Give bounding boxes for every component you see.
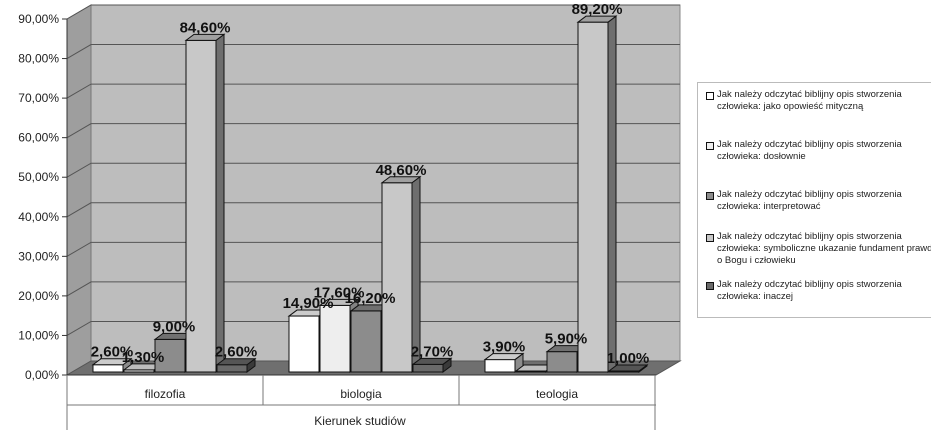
data-label: 1,30% [122, 349, 165, 366]
category-label: biologia [340, 387, 382, 401]
legend-swatch [706, 142, 714, 150]
legend-item: Jak należy odczytać biblijny opis stworz… [706, 139, 931, 163]
legend-swatch [706, 192, 714, 200]
bar-front [92, 364, 124, 373]
bar [576, 15, 618, 373]
x-axis-title: Kierunek studiów [314, 414, 406, 428]
x-axis: filozofia biologia teologia [66, 374, 656, 430]
gridline [66, 281, 680, 297]
legend-item: Jak należy odczytać biblijny opis stworz… [706, 189, 931, 213]
data-label: 2,70% [411, 343, 454, 360]
bar-front [319, 304, 351, 373]
legend-label: Jak należy odczytać biblijny opis stworz… [717, 279, 902, 302]
data-label: 89,20% [572, 1, 623, 18]
bar-top [576, 15, 618, 23]
gridline [66, 123, 680, 139]
data-label: 16,20% [345, 290, 396, 307]
bar-front [546, 351, 578, 373]
gridlines [66, 4, 680, 336]
legend-swatch [706, 92, 714, 100]
bar-front [350, 310, 382, 373]
bar [607, 364, 649, 373]
bar [380, 175, 422, 373]
y-tick-label: 20,00% [18, 289, 59, 303]
bar [91, 357, 133, 373]
y-tick-label: 70,00% [18, 91, 59, 105]
bar-front [381, 182, 413, 373]
data-label: 3,90% [483, 339, 526, 356]
bar [215, 357, 257, 373]
y-tick-label: 30,00% [18, 249, 59, 263]
bar-front [185, 39, 217, 373]
bar-side [607, 15, 617, 373]
legend-label: Jak należy odczytać biblijny opis stworz… [717, 89, 902, 112]
bar-top [380, 176, 422, 184]
bar-top [184, 33, 226, 41]
y-tick-label: 50,00% [18, 170, 59, 184]
bar-top [607, 364, 649, 372]
y-tick-label: 40,00% [18, 210, 59, 224]
legend: Jak należy odczytać biblijny opis stworz… [697, 82, 931, 318]
gridline [66, 320, 680, 336]
legend-swatch [706, 234, 714, 242]
data-labels: 2,60%1,30%9,00%84,60%2,60%14,90%17,60%16… [91, 1, 650, 367]
y-tick-label: 0,00% [25, 368, 59, 382]
bar-front [577, 21, 609, 373]
side-wall [66, 4, 92, 376]
legend-label: Jak należy odczytać biblijny opis stworz… [717, 231, 931, 266]
data-label: 9,00% [153, 318, 196, 335]
bar-front [484, 359, 516, 373]
bar-front [412, 363, 444, 373]
bar-front [216, 364, 248, 373]
legend-item: Jak należy odczytać biblijny opis stworz… [706, 231, 931, 267]
gridline [66, 202, 680, 218]
gridline [66, 162, 680, 178]
gridline [66, 4, 680, 20]
bar [411, 357, 453, 373]
bars [91, 15, 649, 373]
bar-top [91, 358, 133, 366]
legend-item: Jak należy odczytać biblijny opis stworz… [706, 89, 931, 113]
bar-top [318, 298, 360, 306]
bar-top [483, 353, 525, 361]
y-tick-label: 90,00% [18, 12, 59, 26]
data-label: 2,60% [215, 344, 258, 361]
data-label: 48,60% [376, 162, 427, 179]
data-label: 84,60% [180, 19, 231, 36]
data-label: 1,00% [607, 350, 650, 367]
gridline [66, 83, 680, 99]
legend-swatch [706, 282, 714, 290]
bar-side [215, 33, 225, 373]
y-tick-label: 10,00% [18, 328, 59, 342]
gridline [66, 44, 680, 59]
data-label: 5,90% [545, 331, 588, 348]
y-axis-ticks: 0,00% 10,00% 20,00% 30,00% 40,00% 50,00% 60,00… [18, 12, 68, 382]
y-tick-label: 80,00% [18, 52, 59, 66]
category-label: filozofia [145, 387, 186, 401]
bar [184, 33, 226, 373]
category-label: teologia [536, 387, 578, 401]
legend-label: Jak należy odczytać biblijny opis stworz… [717, 189, 902, 212]
data-label: 17,60% [314, 284, 365, 301]
bar-top [215, 358, 257, 366]
y-tick-label: 60,00% [18, 131, 59, 145]
bar-top [411, 357, 453, 365]
legend-label: Jak należy odczytać biblijny opis stworz… [717, 139, 902, 162]
bar-front [288, 315, 320, 373]
data-label: 2,60% [91, 344, 134, 361]
gridline [66, 241, 680, 257]
bar [483, 352, 525, 373]
data-label: 14,90% [283, 295, 334, 312]
legend-item: Jak należy odczytać biblijny opis stworz… [706, 279, 931, 303]
